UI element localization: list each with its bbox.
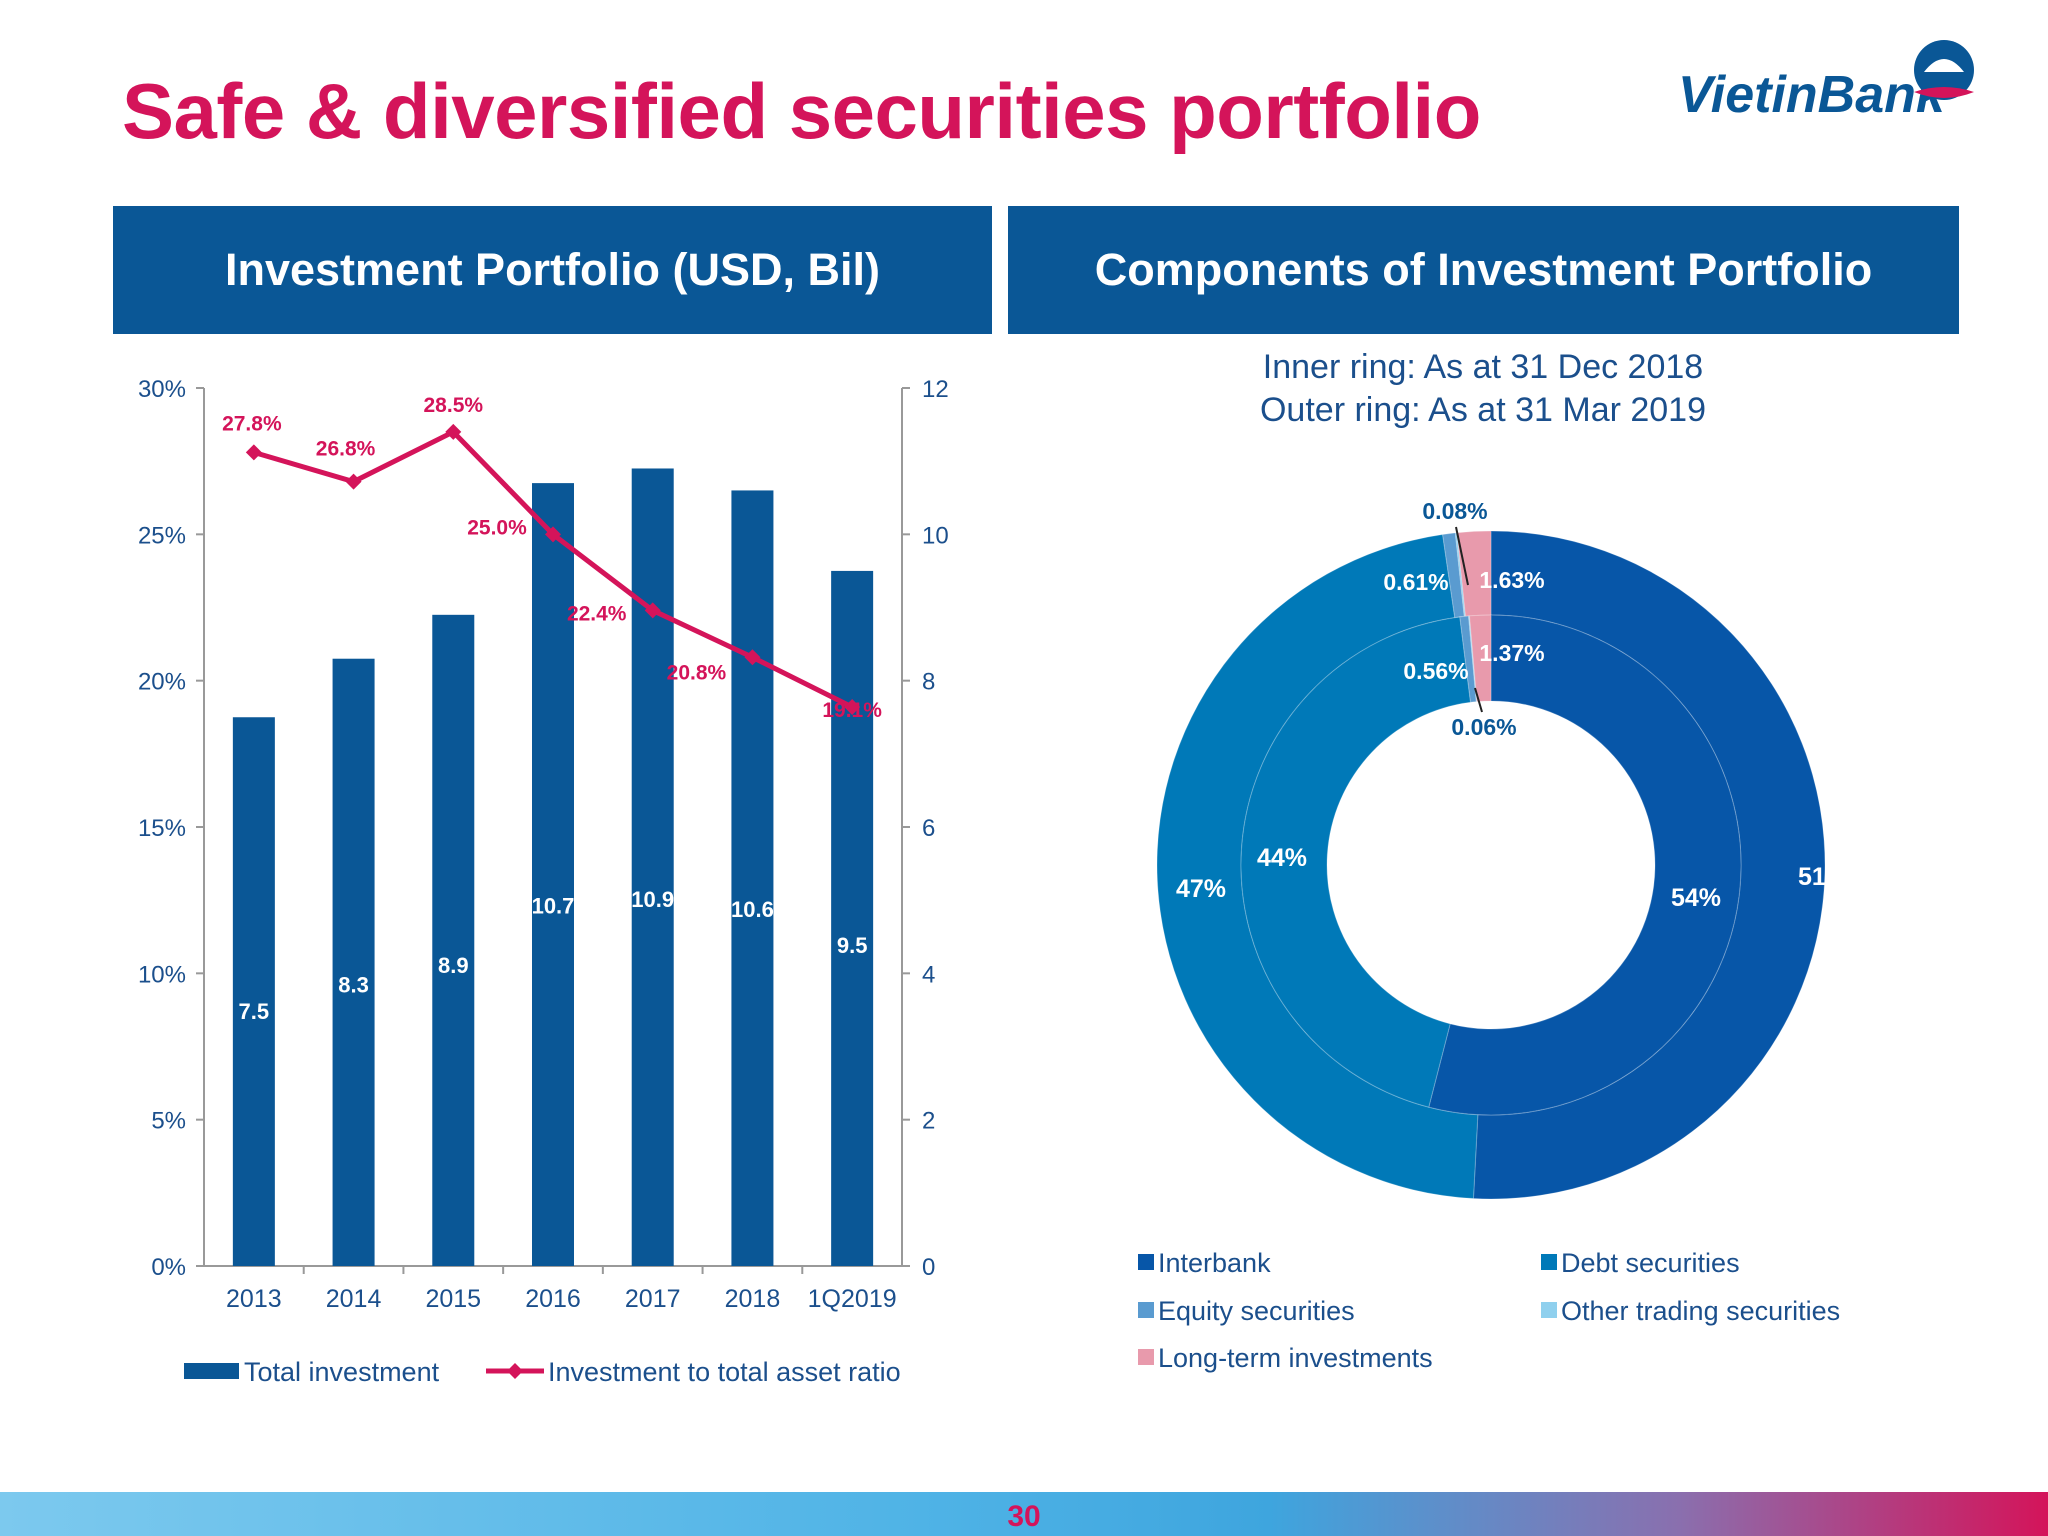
outer-slice-interbank [1472, 530, 1826, 1200]
components-header: Components of Investment Portfolio [1008, 206, 1959, 334]
bar-value-label: 7.5 [239, 999, 270, 1024]
footer-band [0, 1492, 2048, 1536]
donut-legend-label: Long-term investments [1158, 1343, 1433, 1373]
outer-slice-label: 1.63% [1479, 567, 1544, 593]
ratio-value-label: 22.4% [567, 602, 627, 625]
bar-2013 [232, 717, 275, 1266]
ratio-marker [644, 602, 661, 619]
right-tick-label: 10 [922, 522, 949, 549]
donut-legend-swatch [1138, 1254, 1154, 1270]
outer-slice-label: 0.08% [1422, 498, 1487, 524]
inner-slice-label: 54% [1671, 884, 1721, 912]
bar-value-label: 8.3 [338, 973, 369, 998]
donut-legend-swatch [1138, 1349, 1154, 1365]
left-tick-label: 5% [151, 1108, 186, 1135]
bar-1Q2019 [831, 570, 874, 1266]
inner-slice-debt-securities [1240, 616, 1472, 1108]
bar-2014 [332, 658, 375, 1266]
right-tick-label: 4 [922, 961, 935, 988]
donut-legend-label: Debt securities [1561, 1248, 1740, 1278]
legend-bar-swatch [184, 1363, 239, 1379]
ratio-value-label: 20.8% [667, 661, 727, 684]
legend-line-marker [507, 1363, 523, 1379]
left-tick-label: 0% [151, 1254, 186, 1281]
left-tick-label: 10% [138, 961, 186, 988]
right-tick-label: 12 [922, 376, 949, 403]
ratio-value-label: 25.0% [467, 516, 527, 539]
ratio-marker [844, 699, 861, 716]
bar-2018 [731, 490, 774, 1266]
bar-value-label: 10.9 [631, 887, 674, 912]
x-category-label: 2016 [525, 1285, 581, 1313]
logo-emblem-swoosh [1914, 87, 1974, 98]
investment-portfolio-header: Investment Portfolio (USD, Bil) [113, 206, 992, 334]
x-category-label: 2015 [425, 1285, 481, 1313]
ratio-marker [445, 423, 462, 440]
outer-slice-label: 47% [1176, 875, 1226, 903]
donut-legend-label: Equity securities [1158, 1296, 1355, 1326]
page-number: 30 [1007, 1500, 1041, 1533]
inner-slice-equity-securities [1459, 615, 1477, 703]
bar-2017 [631, 468, 674, 1266]
inner-slice-label: 0.06% [1451, 714, 1516, 740]
inner-other-leader-line [1474, 687, 1483, 713]
inner-slice-label: 0.56% [1403, 658, 1468, 684]
inner-ring-caption: Inner ring: As at 31 Dec 2018 [1262, 348, 1704, 386]
bar-value-label: 10.7 [532, 894, 575, 919]
legend-line-label: Investment to total asset ratio [548, 1357, 901, 1387]
right-tick-label: 0 [922, 1254, 935, 1281]
ratio-marker [545, 526, 561, 543]
donut-legend-swatch [1541, 1254, 1557, 1270]
logo-text: VietinBank [1678, 66, 1948, 124]
donut-legend-label: Interbank [1158, 1248, 1271, 1278]
left-tick-label: 25% [138, 522, 186, 549]
ratio-marker [245, 444, 262, 461]
outer-ring-caption: Outer ring: As at 31 Mar 2019 [1259, 391, 1707, 429]
donut-legend-swatch [1138, 1302, 1154, 1318]
bar-2016 [532, 483, 574, 1266]
ratio-value-label: 28.5% [424, 394, 484, 417]
inner-slice-interbank [1428, 614, 1742, 1116]
right-tick-label: 8 [922, 669, 935, 696]
x-category-label: 1Q2019 [808, 1285, 897, 1313]
bar-value-label: 8.9 [438, 953, 469, 978]
left-tick-label: 30% [138, 376, 186, 403]
left-tick-label: 15% [138, 815, 186, 842]
outer-slice-label: 51% [1798, 863, 1848, 891]
right-tick-label: 6 [922, 815, 935, 842]
ratio-marker [345, 473, 362, 490]
x-category-label: 2014 [326, 1285, 382, 1313]
x-category-label: 2013 [226, 1285, 282, 1313]
legend-bar-label: Total investment [244, 1357, 440, 1387]
bar-value-label: 9.5 [837, 933, 868, 958]
bar-2015 [432, 614, 475, 1266]
ratio-value-label: 26.8% [316, 438, 376, 461]
x-category-label: 2018 [725, 1285, 781, 1313]
slide-title: Safe & diversified securities portfolio [122, 67, 1481, 155]
right-tick-label: 2 [922, 1108, 935, 1135]
outer-slice-label: 0.61% [1383, 569, 1448, 595]
donut-legend-label: Other trading securities [1561, 1296, 1840, 1326]
ratio-value-label: 19.1% [822, 699, 882, 722]
ratio-value-label: 27.8% [222, 412, 282, 435]
bar-value-label: 10.6 [731, 897, 774, 922]
vietinbank-logo: VietinBank [1678, 40, 1974, 124]
donut-legend-swatch [1541, 1302, 1557, 1318]
ratio-marker [744, 649, 761, 666]
inner-slice-label: 1.37% [1479, 640, 1544, 666]
outer-other-leader-line [1455, 526, 1469, 586]
x-category-label: 2017 [625, 1285, 681, 1313]
logo-emblem-arch [1924, 59, 1964, 72]
left-tick-label: 20% [138, 669, 186, 696]
inner-slice-label: 44% [1257, 844, 1307, 872]
